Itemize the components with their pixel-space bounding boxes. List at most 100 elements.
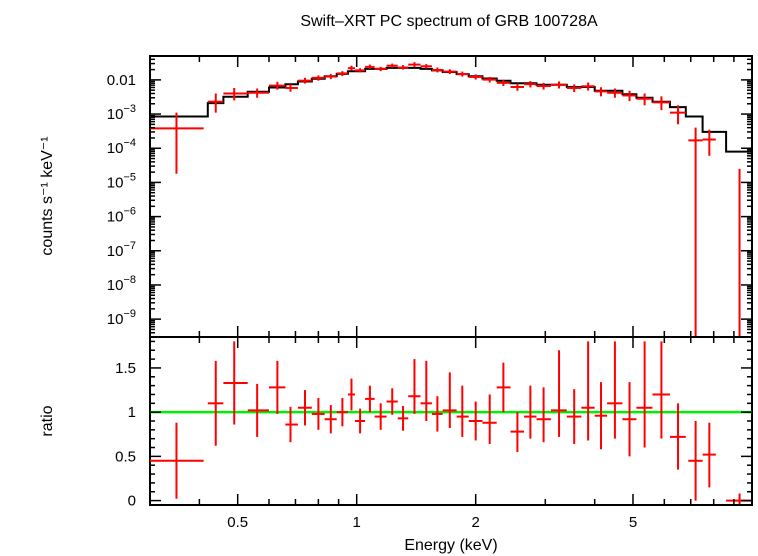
spectrum-point bbox=[336, 71, 348, 76]
spectrum-point bbox=[550, 81, 567, 89]
ratio-point bbox=[420, 360, 432, 421]
spectrum-point bbox=[524, 81, 537, 88]
ratio-point bbox=[386, 388, 398, 415]
spectrum-point bbox=[566, 84, 582, 93]
ratio-y-tick-label: 1.5 bbox=[115, 360, 136, 377]
ratio-point bbox=[550, 350, 567, 437]
ratio-point bbox=[594, 382, 608, 450]
ratio-point bbox=[431, 396, 443, 432]
ratio-point bbox=[607, 341, 623, 439]
spectrum-point bbox=[594, 87, 608, 97]
ratio-point bbox=[247, 383, 269, 437]
x-tick-label: 2 bbox=[472, 514, 480, 531]
ratio-point bbox=[536, 387, 551, 443]
ratio-point bbox=[524, 385, 537, 439]
spectrum-point bbox=[285, 84, 298, 92]
spectrum-x-ticks bbox=[149, 56, 753, 337]
ratio-point bbox=[324, 405, 337, 434]
ratio-point bbox=[354, 408, 366, 434]
spectrum-point bbox=[688, 127, 703, 337]
ratio-y-axis-label: ratio bbox=[39, 405, 56, 436]
spectrum-point bbox=[386, 63, 398, 68]
ratio-point bbox=[566, 389, 582, 444]
ratio-point bbox=[268, 360, 286, 414]
ratio-data-points bbox=[150, 341, 752, 505]
y-tick-label: 10−4 bbox=[107, 137, 136, 157]
y-tick-label: 10−9 bbox=[107, 308, 136, 328]
ratio-point bbox=[347, 378, 355, 411]
spectrum-point bbox=[150, 112, 204, 174]
spectrum-point bbox=[374, 66, 387, 72]
x-tick-label: 5 bbox=[629, 514, 637, 531]
ratio-x-ticks: 0.5 1 2 5 bbox=[149, 337, 753, 531]
spectrum-point bbox=[482, 76, 497, 83]
ratio-point bbox=[397, 405, 409, 431]
spectrum-point bbox=[297, 77, 312, 84]
ratio-point bbox=[581, 341, 595, 441]
spectrum-point bbox=[442, 69, 457, 75]
ratio-point bbox=[207, 360, 224, 446]
ratio-point bbox=[636, 341, 653, 448]
spectrum-point bbox=[536, 82, 551, 90]
spectrum-point bbox=[652, 96, 670, 111]
chart-title: Swift–XRT PC spectrum of GRB 100728A bbox=[300, 13, 598, 30]
spectrum-panel: 0.01 10−3 10−4 10−5 10−6 10−7 10−8 10−9 bbox=[107, 55, 753, 338]
spectrum-point bbox=[669, 105, 686, 125]
spectrum-point bbox=[207, 93, 224, 113]
ratio-y-ticks: 0 0.5 1 1.5 bbox=[115, 340, 752, 510]
ratio-point bbox=[652, 341, 670, 439]
ratio-point bbox=[726, 493, 752, 505]
ratio-point bbox=[688, 421, 703, 501]
spectrum-point bbox=[397, 65, 409, 70]
spectrum-point bbox=[324, 74, 337, 80]
spectrum-point bbox=[636, 93, 653, 106]
x-axis-label: Energy (keV) bbox=[404, 537, 497, 554]
ratio-point bbox=[702, 422, 716, 488]
ratio-point bbox=[150, 422, 204, 499]
ratio-point bbox=[510, 412, 525, 452]
spectrum-point bbox=[468, 74, 483, 80]
spectrum-y-axis-label: counts s⁻¹ keV⁻¹ bbox=[39, 136, 56, 255]
ratio-point bbox=[311, 398, 325, 430]
ratio-point bbox=[365, 385, 375, 413]
spectrum-point bbox=[365, 64, 375, 69]
ratio-point bbox=[496, 362, 511, 413]
spectrum-point bbox=[456, 71, 469, 77]
spectrum-data-points bbox=[150, 62, 752, 338]
ratio-point bbox=[374, 403, 387, 430]
spectrum-point bbox=[420, 64, 432, 69]
y-tick-label: 10−3 bbox=[107, 103, 136, 123]
spectrum-point bbox=[223, 87, 248, 101]
ratio-y-tick-label: 0.5 bbox=[115, 448, 136, 465]
ratio-y-tick-label: 1 bbox=[128, 404, 136, 421]
spectrum-point bbox=[622, 90, 637, 102]
y-tick-label: 10−7 bbox=[107, 240, 136, 260]
spectrum-point bbox=[347, 65, 355, 71]
spectrum-point bbox=[702, 129, 716, 156]
ratio-panel: 0 0.5 1 1.5 0.5 1 2 5 bbox=[115, 336, 753, 531]
spectrum-point bbox=[408, 62, 421, 67]
spectrum-point bbox=[496, 79, 511, 87]
ratio-point bbox=[336, 398, 348, 427]
y-tick-label: 0.01 bbox=[107, 72, 136, 89]
spectrum-point bbox=[247, 88, 269, 98]
spectrum-point bbox=[431, 67, 443, 73]
ratio-point bbox=[408, 359, 421, 414]
ratio-point bbox=[482, 394, 497, 444]
ratio-point bbox=[622, 382, 637, 457]
y-tick-label: 10−5 bbox=[107, 171, 136, 191]
ratio-point bbox=[297, 390, 312, 426]
spectrum-y-ticks: 0.01 10−3 10−4 10−5 10−6 10−7 10−8 10−9 bbox=[107, 55, 752, 338]
spectrum-point bbox=[607, 88, 623, 98]
y-tick-label: 10−6 bbox=[107, 206, 136, 226]
spectrum-point bbox=[510, 83, 525, 91]
x-tick-label: 1 bbox=[353, 514, 361, 531]
ratio-point bbox=[223, 341, 248, 425]
ratio-point bbox=[285, 406, 298, 443]
y-tick-label: 10−8 bbox=[107, 274, 136, 294]
x-tick-label: 0.5 bbox=[227, 514, 248, 531]
ratio-point bbox=[442, 372, 457, 429]
ratio-point bbox=[669, 403, 686, 470]
spectrum-point bbox=[268, 81, 286, 90]
